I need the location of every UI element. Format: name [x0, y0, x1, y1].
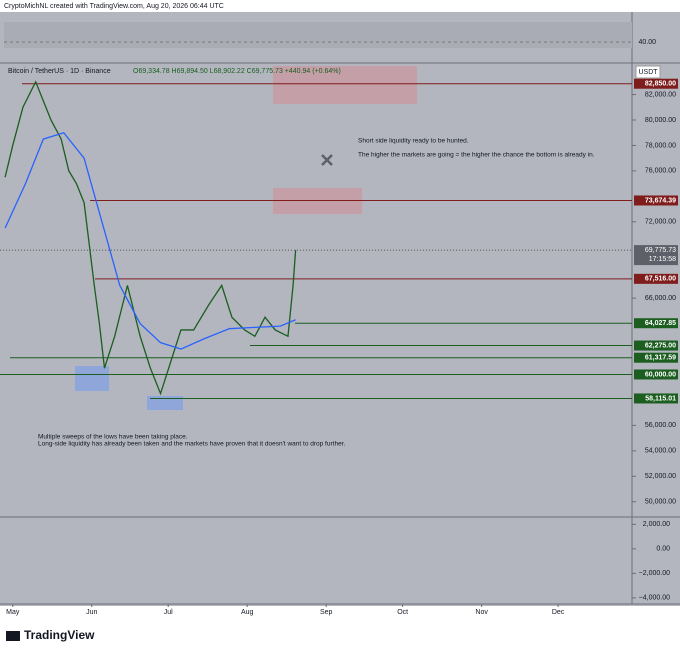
y-tick-label: 52,000.00 — [645, 473, 676, 480]
level-label: 82,850.00 — [645, 81, 676, 88]
x-marker — [321, 154, 333, 166]
x-tick-label: Nov — [475, 609, 488, 616]
last-price-label: 69,775.73 — [645, 247, 676, 254]
level-badge — [634, 195, 678, 206]
x-tick-label: Sep — [320, 609, 333, 616]
x-tick-label: Oct — [397, 609, 408, 616]
countdown: 17:15:58 — [649, 256, 676, 263]
x-tick-label: Aug — [241, 609, 254, 616]
level-badge — [634, 340, 678, 351]
y-tick-label: 50,000.00 — [645, 499, 676, 506]
macd-tick-label: −2,000.00 — [639, 570, 670, 577]
annotation: The higher the markets are going = the h… — [358, 152, 595, 159]
level-badge — [634, 273, 678, 284]
supply-zone — [273, 66, 417, 104]
y-tick-label: 78,000.00 — [645, 142, 676, 149]
level-badge — [634, 78, 678, 89]
y-tick-label: 76,000.00 — [645, 168, 676, 175]
price-axis — [632, 12, 680, 606]
level-badge — [634, 393, 678, 404]
level-badge — [634, 369, 678, 380]
x-tick-label: Dec — [552, 609, 565, 616]
currency: USDT — [638, 69, 658, 76]
annotation: Long-side liquidity has already been tak… — [38, 441, 345, 448]
level-badge — [634, 352, 678, 363]
y-tick-label: 66,000.00 — [645, 295, 676, 302]
macd-tick-label: −4,000.00 — [639, 595, 670, 602]
y-tick-label: 54,000.00 — [645, 448, 676, 455]
brand: TradingView — [24, 628, 95, 642]
level-label: 73,674.39 — [645, 197, 676, 204]
symbol-title: Bitcoin / TetherUS · 1D · Binance — [8, 68, 111, 75]
price-line — [4, 131, 296, 350]
y-tick-label: 72,000.00 — [645, 219, 676, 226]
ohlc: O69,334.78 H69,894.50 L68,902.22 C69,775… — [133, 68, 341, 75]
supply-zone — [273, 188, 362, 214]
x-tick-label: May — [6, 609, 20, 616]
level-label: 67,516.00 — [645, 276, 676, 283]
rsi-tick-label: 40.00 — [638, 39, 656, 46]
chart-area — [0, 12, 632, 606]
level-label: 61,317.59 — [645, 355, 676, 362]
y-tick-label: 80,000.00 — [645, 117, 676, 124]
x-tick-label: Jul — [164, 609, 173, 616]
logo — [6, 631, 20, 641]
rsi-band — [4, 22, 632, 48]
macd-tick-label: 2,000.00 — [643, 521, 670, 528]
x-tick-label: Jun — [86, 609, 97, 616]
last-price-badge — [634, 245, 678, 266]
demand-zone — [75, 366, 109, 391]
y-tick-label: 82,000.00 — [645, 91, 676, 98]
annotation: Short side liquidity ready to be hunted. — [358, 138, 469, 145]
level-label: 58,115.01 — [645, 395, 676, 402]
level-label: 64,027.85 — [645, 320, 676, 327]
macd-tick-label: 0.00 — [656, 546, 670, 553]
credit: CryptoMichNL created with TradingView.co… — [4, 3, 224, 10]
demand-zone — [147, 396, 183, 410]
price-line — [4, 80, 297, 396]
currency-box — [635, 65, 661, 79]
level-label: 60,000.00 — [645, 371, 676, 378]
y-tick-label: 56,000.00 — [645, 422, 676, 429]
level-label: 62,275.00 — [645, 342, 676, 349]
annotation: Multiple sweeps of the lows have been ta… — [38, 434, 188, 441]
level-badge — [634, 318, 678, 329]
